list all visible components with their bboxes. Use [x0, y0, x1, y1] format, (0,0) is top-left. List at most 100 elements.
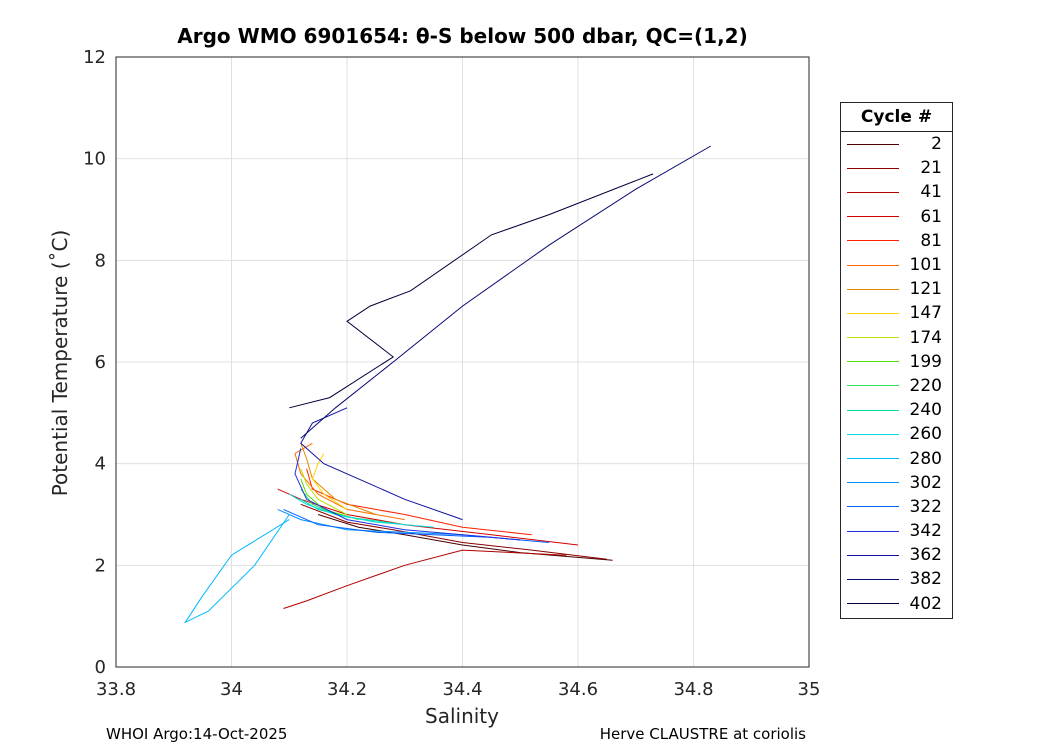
legend-label: 220: [909, 375, 942, 396]
legend-swatch: [847, 167, 899, 169]
legend-item: 280: [841, 446, 952, 470]
legend-label: 21: [920, 158, 942, 179]
legend-swatch: [847, 482, 899, 484]
legend-swatch: [847, 506, 899, 508]
legend-swatch: [847, 409, 899, 411]
legend-label: 322: [909, 496, 942, 517]
legend-label: 41: [920, 182, 942, 203]
legend-label: 101: [909, 255, 942, 276]
footer-source: WHOI Argo:14-Oct-2025: [106, 725, 288, 743]
legend-label: 81: [920, 230, 942, 251]
legend-item: 402: [841, 592, 952, 616]
legend-item: 147: [841, 301, 952, 325]
series-line-cycle-280: [183, 514, 290, 624]
series-line-cycle-260: [289, 493, 434, 528]
legend-item: 382: [841, 567, 952, 591]
y-tick-label: 2: [95, 555, 106, 576]
legend-label: 174: [909, 327, 942, 348]
legend-label: 121: [909, 279, 942, 300]
legend-label: 240: [909, 400, 942, 421]
series-line-cycle-362: [300, 407, 463, 521]
legend-label: 260: [909, 424, 942, 445]
legend-item: 61: [841, 205, 952, 229]
series-line-cycle-402: [289, 173, 654, 409]
legend-label: 402: [909, 593, 942, 614]
series-lines: [183, 145, 712, 624]
y-tick-label: 12: [83, 47, 106, 68]
series-line-cycle-147: [311, 453, 348, 510]
legend-swatch: [847, 264, 899, 266]
y-tick-label: 8: [95, 250, 106, 271]
legend-swatch: [847, 458, 899, 460]
legend-swatch: [847, 554, 899, 556]
legend-items: 2 21 41 61 81 101 121 147 174 199 220 240 260 280 302 3…: [841, 132, 952, 616]
x-tick-label: 34.6: [558, 679, 598, 700]
x-tick-label: 35: [798, 679, 821, 700]
legend-label: 61: [920, 206, 942, 227]
x-tick-label: 34.4: [442, 679, 482, 700]
legend-swatch: [847, 530, 899, 532]
legend-swatch: [847, 191, 899, 193]
legend-swatch: [847, 143, 899, 145]
y-tick-label: 6: [95, 352, 106, 373]
legend-swatch: [847, 240, 899, 242]
series-line-cycle-101: [294, 442, 405, 521]
legend-item: 174: [841, 326, 952, 350]
series-line-cycle-81: [306, 468, 532, 536]
legend-item: 220: [841, 374, 952, 398]
y-tick-label: 0: [95, 657, 106, 678]
legend-label: 199: [909, 351, 942, 372]
legend-item: 81: [841, 229, 952, 253]
legend-label: 2: [931, 134, 942, 155]
legend-swatch: [847, 216, 899, 218]
legend-item: 121: [841, 277, 952, 301]
legend-label: 342: [909, 521, 942, 542]
series-line-cycle-41: [283, 549, 567, 609]
legend-label: 302: [909, 472, 942, 493]
legend-item: 199: [841, 350, 952, 374]
footer-credit: Herve CLAUSTRE at coriolis: [599, 725, 806, 743]
series-line-cycle-61: [277, 488, 579, 546]
legend-swatch: [847, 361, 899, 363]
y-tick-label: 4: [95, 454, 106, 475]
y-axis-label: Potential Temperature (˚C): [48, 229, 72, 497]
legend-label: 362: [909, 545, 942, 566]
x-tick-label: 33.8: [96, 679, 136, 700]
legend-item: 21: [841, 156, 952, 180]
legend-item: 260: [841, 422, 952, 446]
legend-item: 302: [841, 471, 952, 495]
series-line-cycle-174: [300, 468, 348, 515]
x-axis-label: Salinity: [425, 704, 499, 728]
legend-swatch: [847, 603, 899, 605]
legend-title: Cycle #: [841, 103, 952, 132]
series-line-cycle-382: [300, 145, 712, 439]
legend-swatch: [847, 337, 899, 339]
legend-item: 2: [841, 132, 952, 156]
legend-item: 362: [841, 543, 952, 567]
series-line-cycle-342: [294, 448, 521, 541]
legend-label: 280: [909, 448, 942, 469]
legend-swatch: [847, 433, 899, 435]
legend-label: 147: [909, 303, 942, 324]
x-tick-label: 34.2: [327, 679, 367, 700]
series-line-cycle-199: [300, 478, 359, 521]
grid: [115, 56, 810, 668]
chart-title: Argo WMO 6901654: θ-S below 500 dbar, QC…: [177, 24, 748, 48]
legend-swatch: [847, 578, 899, 580]
legend-item: 342: [841, 519, 952, 543]
series-line-cycle-21: [300, 503, 607, 560]
legend-swatch: [847, 312, 899, 314]
legend-swatch: [847, 385, 899, 387]
x-tick-label: 34: [220, 679, 243, 700]
legend: Cycle # 2 21 41 61 81 101 121 147 174 199 220 240 26…: [840, 102, 953, 619]
plot-area-border: [115, 56, 810, 668]
legend-item: 322: [841, 495, 952, 519]
legend-label: 382: [909, 569, 942, 590]
legend-item: 101: [841, 253, 952, 277]
x-tick-label: 34.8: [673, 679, 713, 700]
ticks: 33.8 34 34.2 34.4 34.6 34.8 35 0 2 4 6 8 10 12: [83, 47, 820, 700]
y-tick-label: 10: [83, 149, 106, 170]
legend-item: 41: [841, 180, 952, 204]
